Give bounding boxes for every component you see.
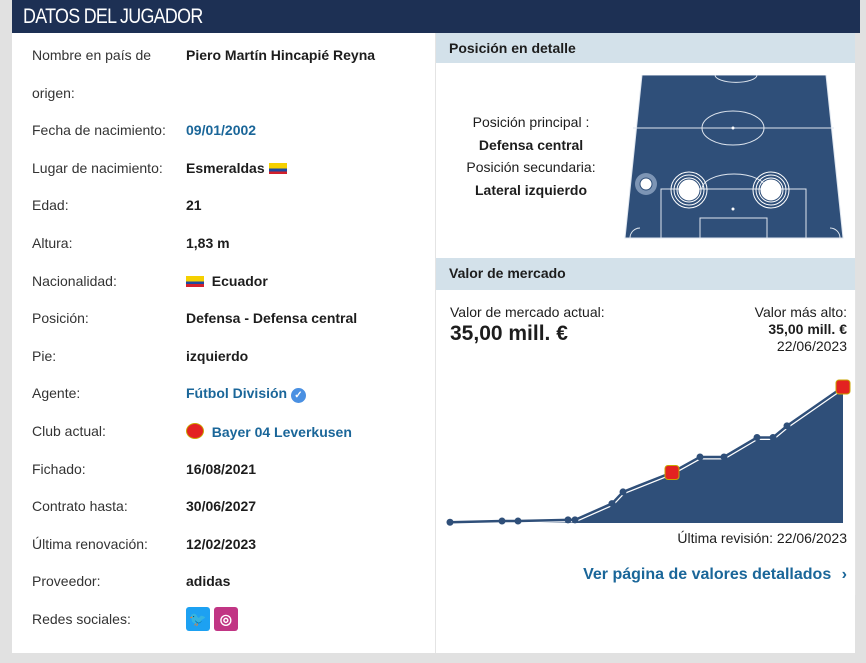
info-label: Posición: [32,310,89,327]
main-position-marker-right [752,171,790,209]
club-crest-point [835,379,851,395]
info-value: Piero Martín Hincapié Reyna [186,47,376,63]
info-label: Proveedor: [32,573,101,590]
info-value: adidas [186,573,231,590]
main-position-marker-left [670,171,708,209]
market-value-point [514,517,522,525]
info-label: Club actual: [32,423,106,439]
info-value: Defensa - Defensa central [186,310,358,327]
info-label: Nacionalidad: [32,272,117,289]
info-value: 21 [186,197,202,214]
position-detail: Posición principal : Defensa central Pos… [436,63,855,258]
info-value: 16/08/2021 [186,460,257,477]
info-label: Nombre en país de [32,47,152,63]
market-value-point [446,518,454,526]
player-data-header: DATOS DEL JUGADOR [12,0,860,33]
info-value: izquierdo [186,347,249,364]
info-label: Fecha de nacimiento: [32,122,166,139]
twitter-icon[interactable]: 🐦 [186,607,210,631]
market-value-point [619,488,627,496]
chevron-right-icon: › [841,566,847,583]
info-label: Altura: [32,235,73,251]
market-value-point [720,453,728,461]
market-value-panel: Valor de mercado actual: 35,00 mill. € V… [436,290,856,595]
detailed-values-link-text[interactable]: Ver página de valores detallados [583,566,832,583]
secondary-position-label: Posición secundaria: [466,159,596,175]
secondary-position-marker [635,173,657,195]
instagram-icon[interactable]: ◎ [213,607,238,631]
market-value-area [450,387,843,523]
market-value-point [608,500,616,508]
position-section-header: Posición en detalle [436,33,855,63]
main-position-label: Posición principal : [472,114,590,130]
header-title: DATOS DEL JUGADOR [23,5,203,28]
info-value[interactable]: Bayer 04 Leverkusen [211,424,352,440]
market-value-point [571,516,579,524]
info-value: 1,83 m [186,235,230,251]
market-value-point [753,434,761,442]
info-label: Última renovación: [32,535,148,552]
info-label: Lugar de nacimiento: [32,159,163,176]
market-value-section-header: Valor de mercado [436,258,855,290]
highest-value-label: Valor más alto: [754,304,847,320]
info-label-continued: origen: [32,84,75,101]
main-position: Defensa central [478,136,584,153]
highest-value-date: 22/06/2023 [776,338,847,354]
info-value[interactable]: Fútbol División [186,385,288,402]
player-data-panel: Nombre en país de origen: Piero Martín Hin… [12,33,856,653]
detailed-values-link[interactable]: Ver página de valores detallados › [583,566,847,584]
last-revision: Última revisión: 22/06/2023 [677,530,847,546]
leverkusen-crest-icon [186,423,204,439]
ecuador-flag-icon [268,162,287,174]
info-label: Edad: [32,197,69,214]
info-label: Pie: [32,347,57,364]
info-label: Contrato hasta: [32,498,128,515]
market-value-chart[interactable] [436,290,855,530]
secondary-position: Lateral izquierdo [474,181,588,198]
info-label: Fichado: [32,460,86,477]
position-section-title: Posición en detalle [449,40,576,56]
info-value[interactable]: 09/01/2002 [186,122,257,139]
info-value: 30/06/2027 [186,498,257,515]
market-value-title: Valor de mercado [449,265,566,281]
info-value: Esmeraldas [186,159,265,176]
current-value: 35,00 mill. € [450,322,568,345]
info-value: Ecuador [211,272,268,289]
market-value-point [498,517,506,525]
ecuador-flag-icon [186,275,204,287]
info-label: Redes sociales: [32,611,131,627]
pitch-diagram [624,75,844,239]
club-crest-point [664,464,680,480]
market-value-point [769,434,777,442]
market-value-point [696,453,704,461]
player-info-list: Nombre en país de origen: Piero Martín Hin… [12,33,436,653]
current-value-label: Valor de mercado actual: [450,304,605,320]
info-value: 12/02/2023 [186,535,257,552]
verified-icon: ✓ [291,388,306,404]
info-label: Agente: [32,385,81,402]
market-value-point [783,422,791,430]
highest-value: 35,00 mill. € [768,321,847,337]
market-value-point [564,516,572,524]
